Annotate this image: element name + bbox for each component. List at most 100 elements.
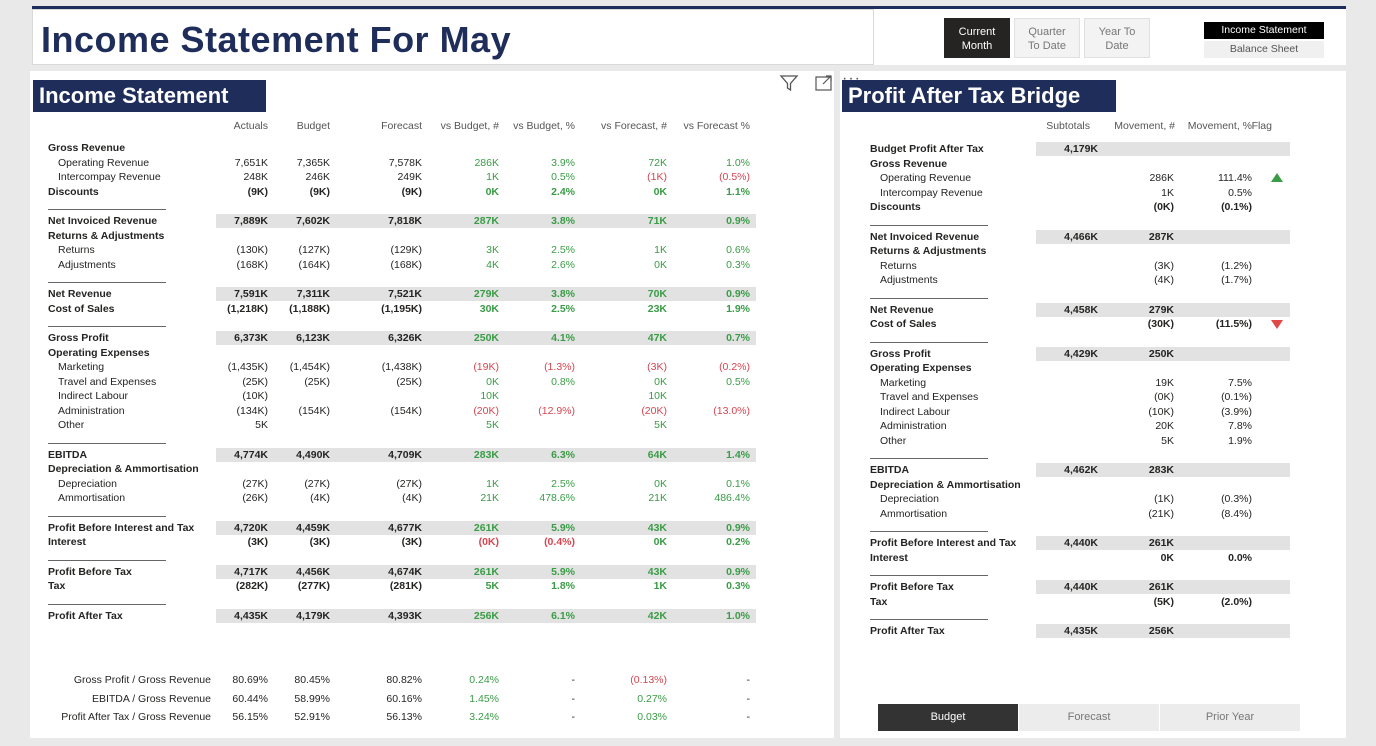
is-cell: 6.1% xyxy=(551,609,575,622)
bridge-cell: (4K) xyxy=(1154,274,1174,286)
is-cell: 0K xyxy=(654,258,667,271)
is-cell: (20K) xyxy=(641,404,667,417)
subtotal-separator xyxy=(48,559,166,561)
is-cell: 0.9% xyxy=(726,288,750,300)
is-col-header-0: Actuals xyxy=(233,120,268,132)
is-cell: (1,438K) xyxy=(381,361,422,373)
is-cell: 71K xyxy=(647,215,667,227)
is-cell: 2.5% xyxy=(551,244,575,256)
subtotal-shade xyxy=(1036,580,1290,594)
bridge-cell: 283K xyxy=(1148,464,1174,476)
is-cell: 43K xyxy=(647,565,667,578)
subtotal-shade xyxy=(1036,142,1290,156)
is-cell: 6.3% xyxy=(551,448,575,461)
is-row-label: Net Revenue xyxy=(48,288,112,300)
ratio-cell: - xyxy=(571,693,576,705)
is-cell: 21K xyxy=(480,492,499,504)
is-row-label: Profit After Tax xyxy=(48,609,123,622)
bridge-cell: 4,440K xyxy=(1064,581,1098,593)
is-cell: 4,459K xyxy=(296,521,330,534)
bridge-cell: (30K) xyxy=(1147,318,1174,330)
is-cell: 486.4% xyxy=(714,492,750,504)
is-cell: 0.9% xyxy=(726,215,750,227)
bridge-cell: (0.3%) xyxy=(1221,493,1252,505)
bridge-cell: (2.0%) xyxy=(1221,595,1252,608)
ratio-cell: (0.13%) xyxy=(630,674,667,686)
period-button-1[interactable]: Quarter To Date xyxy=(1014,18,1080,58)
is-cell: (13.0%) xyxy=(713,404,750,417)
is-cell: 0.3% xyxy=(726,580,750,592)
is-cell: 10K xyxy=(480,390,499,402)
is-cell: 10K xyxy=(648,390,667,402)
is-cell: 5.9% xyxy=(551,565,575,578)
bridge-cell: (10K) xyxy=(1148,405,1174,418)
ratio-cell: - xyxy=(746,674,751,686)
focus-mode-icon[interactable] xyxy=(814,74,834,97)
bridge-cell: 7.8% xyxy=(1228,420,1252,432)
is-cell: 4,456K xyxy=(296,565,330,578)
more-options-icon[interactable]: ··· xyxy=(842,70,861,87)
report-nav-1[interactable]: Balance Sheet xyxy=(1204,41,1324,58)
bridge-cell: 20K xyxy=(1155,420,1174,432)
bridge-row-label: Ammortisation xyxy=(880,507,948,520)
is-row-label: Tax xyxy=(48,580,66,592)
bridge-header: Profit After Tax Bridge xyxy=(842,80,1116,112)
is-cell: (134K) xyxy=(236,404,268,417)
is-cell: 5K xyxy=(654,419,667,431)
scenario-button-1[interactable]: Forecast xyxy=(1019,704,1159,731)
is-cell: (3K) xyxy=(309,536,330,548)
subtotal-shade xyxy=(216,447,756,462)
bridge-cell: (8.4%) xyxy=(1221,507,1252,520)
is-cell: 5K xyxy=(486,419,499,431)
is-cell: 1K xyxy=(486,477,499,490)
is-row-label: Returns xyxy=(58,244,95,256)
bridge-cell: (5K) xyxy=(1153,595,1174,608)
is-cell: 2.5% xyxy=(551,477,575,490)
scenario-button-0[interactable]: Budget xyxy=(878,704,1018,731)
is-cell: 4,717K xyxy=(234,565,268,578)
is-cell: (129K) xyxy=(390,244,422,256)
bridge-row-label: Adjustments xyxy=(880,274,938,286)
subtotal-separator xyxy=(870,531,988,532)
scenario-button-2[interactable]: Prior Year xyxy=(1160,704,1300,731)
subtotal-separator xyxy=(48,326,166,327)
is-cell: (164K) xyxy=(298,258,330,271)
is-cell: 1.0% xyxy=(726,609,750,622)
bridge-row-label: Cost of Sales xyxy=(870,318,937,330)
is-cell: (27K) xyxy=(242,477,268,490)
is-cell: 0.6% xyxy=(726,244,750,256)
subtotal-separator xyxy=(870,575,988,576)
period-button-2[interactable]: Year To Date xyxy=(1084,18,1150,58)
bridge-cell: (0.1%) xyxy=(1221,391,1252,403)
is-cell: 4,720K xyxy=(234,521,268,534)
is-cell: (277K) xyxy=(297,580,330,592)
is-cell: 1K xyxy=(654,244,667,256)
is-cell: (9K) xyxy=(247,185,268,198)
bridge-table[interactable]: Subtotals Movement, # Movement, % Flag Budge… xyxy=(840,71,1346,738)
is-cell: 4.1% xyxy=(551,332,575,344)
is-cell: (168K) xyxy=(236,258,268,271)
is-cell: 0.9% xyxy=(726,565,750,578)
ratio-cell: 3.24% xyxy=(469,711,499,723)
is-cell: 286K xyxy=(474,156,499,169)
report-nav-0[interactable]: Income Statement xyxy=(1204,22,1324,39)
period-button-0[interactable]: Current Month xyxy=(944,18,1010,58)
is-row-label: Discounts xyxy=(48,185,99,198)
is-cell: 5.9% xyxy=(551,521,575,534)
is-cell: 7,521K xyxy=(388,288,422,300)
is-cell: 43K xyxy=(647,521,667,534)
ratio-cell: 56.13% xyxy=(386,711,422,723)
income-statement-panel: Income Statement Actuals Budget Forecast vs… xyxy=(30,71,834,738)
ratio-cell: 58.99% xyxy=(294,693,330,705)
income-statement-table[interactable]: Actuals Budget Forecast vs Budget, # vs Budg… xyxy=(30,71,834,738)
filter-icon[interactable] xyxy=(779,74,799,97)
is-cell: (0.2%) xyxy=(719,361,750,373)
is-cell: 23K xyxy=(647,302,667,315)
bridge-row-label: Marketing xyxy=(880,376,927,389)
bridge-row-label: Profit Before Interest and Tax xyxy=(870,537,1017,549)
is-cell: (19K) xyxy=(473,361,499,373)
bridge-cell: 0.5% xyxy=(1228,186,1252,199)
is-row-label: Travel and Expenses xyxy=(58,375,157,388)
is-cell: 2.6% xyxy=(551,258,575,271)
bridge-row-label: Administration xyxy=(880,420,947,432)
